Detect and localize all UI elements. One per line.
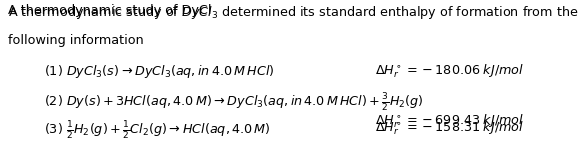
Text: $\Delta H^\circ_r = -699.43\; kJ/mol$: $\Delta H^\circ_r = -699.43\; kJ/mol$ xyxy=(375,113,524,130)
Text: following information: following information xyxy=(8,34,143,47)
Text: $\Delta H^\circ_r = -158.31\; kJ/mol$: $\Delta H^\circ_r = -158.31\; kJ/mol$ xyxy=(375,119,524,137)
Text: (2) $Dy(s) + 3HCl(aq, 4.0\, M) \rightarrow DyCl_3(aq, in\, 4.0\, M\, HCl) + \fra: (2) $Dy(s) + 3HCl(aq, 4.0\, M) \rightarr… xyxy=(44,91,424,113)
Text: A thermodynamic study of $DyCl_3$ determined its standard enthalpy of formation : A thermodynamic study of $DyCl_3$ determ… xyxy=(8,4,578,21)
Text: A thermodynamic study of DyCl: A thermodynamic study of DyCl xyxy=(8,4,211,17)
Text: (1) $DyCl_3(s) \rightarrow DyCl_3(aq, in\, 4.0\, M\, HCl)$: (1) $DyCl_3(s) \rightarrow DyCl_3(aq, in… xyxy=(44,63,275,80)
Text: (3) $\frac{1}{2}H_2(g) + \frac{1}{2}Cl_2(g) \rightarrow HCl(aq, 4.0\, M)$: (3) $\frac{1}{2}H_2(g) + \frac{1}{2}Cl_2… xyxy=(44,119,271,141)
Text: $\Delta H^\circ_r = -180.06\; kJ/mol$: $\Delta H^\circ_r = -180.06\; kJ/mol$ xyxy=(375,63,524,80)
